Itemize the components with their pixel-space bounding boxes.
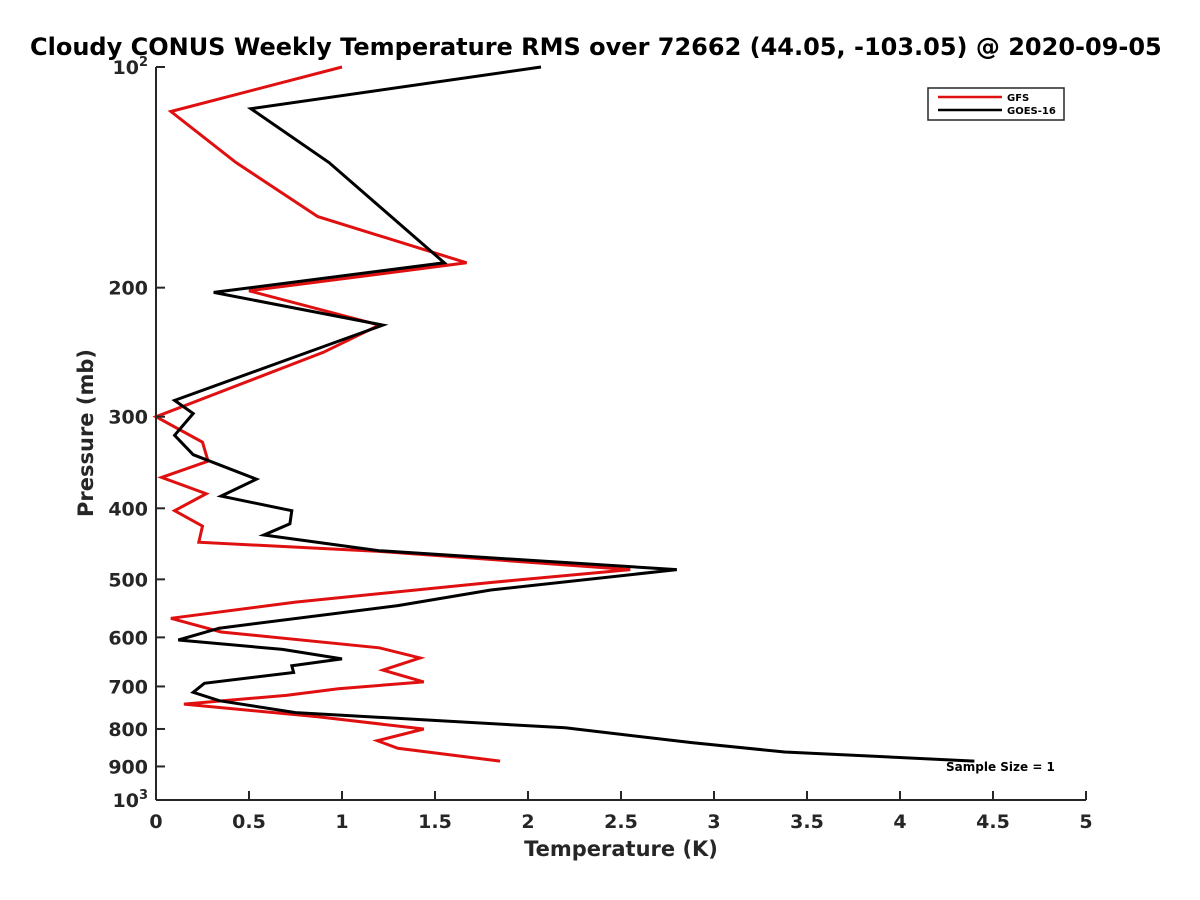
y-tick-layer: 102 200 300 400 500 600 700 800 900 103 [108, 55, 165, 812]
y-tick-label: 102 [113, 55, 149, 79]
legend-box [927, 87, 1065, 121]
series-line-gfs [152, 65, 631, 763]
y-tick-label: 900 [108, 756, 148, 778]
x-tick-layer: 0 0.5 1 1.5 2 2.5 3 3.5 4 4.5 5 [149, 791, 1093, 833]
x-tick-label: 0 [149, 811, 162, 833]
series-layer [152, 65, 975, 763]
x-tick-label: 4.5 [976, 811, 1010, 833]
y-tick-label: 700 [108, 676, 148, 698]
x-tick-label: 2.5 [604, 811, 638, 833]
legend: GFS GOES-16 [927, 87, 1065, 121]
y-tick-label: 200 [108, 278, 148, 300]
x-tick-label: 3 [707, 811, 720, 833]
y-tick-label: 300 [108, 407, 148, 429]
y-tick-label: 400 [108, 498, 148, 520]
x-tick-label: 2 [521, 811, 534, 833]
y-tick-label: 800 [108, 719, 148, 741]
y-tick-label: 103 [113, 788, 149, 812]
y-tick-label: 500 [108, 569, 148, 591]
legend-label-gfs: GFS [1007, 93, 1029, 104]
x-tick-label: 1 [335, 811, 348, 833]
y-tick-label: 600 [108, 627, 148, 649]
x-tick-label: 4 [893, 811, 906, 833]
sample-size-annotation: Sample Size = 1 [946, 760, 1055, 774]
x-axis-label: Temperature (K) [524, 837, 718, 861]
series-line-goes16 [171, 65, 975, 763]
y-axis-label: Pressure (mb) [74, 349, 98, 517]
x-tick-label: 3.5 [790, 811, 824, 833]
x-tick-label: 0.5 [232, 811, 266, 833]
x-tick-label: 1.5 [418, 811, 452, 833]
legend-label-goes16: GOES-16 [1007, 106, 1056, 117]
chart-title: Cloudy CONUS Weekly Temperature RMS over… [30, 33, 1162, 61]
x-tick-label: 5 [1079, 811, 1092, 833]
